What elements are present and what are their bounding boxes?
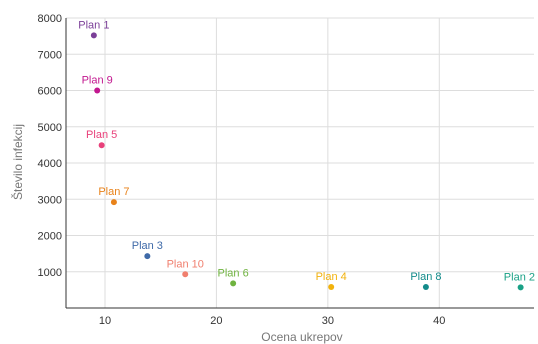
point-label: Plan 4 <box>316 271 347 283</box>
data-point <box>182 271 189 278</box>
data-point <box>422 283 429 290</box>
grid <box>66 17 534 308</box>
point-label: Plan 9 <box>82 75 113 87</box>
x-tick-label: 20 <box>210 315 222 327</box>
data-point <box>110 199 117 206</box>
data-point <box>94 87 101 94</box>
y-tick-label: 2000 <box>38 231 62 243</box>
x-tick-label: 10 <box>99 315 111 327</box>
x-tick-label: 40 <box>433 315 445 327</box>
y-tick-label: 8000 <box>38 13 62 25</box>
tick-labels: 1000 2000 3000 4000 5000 6000 7000 8000 10 20 30 40 <box>38 13 446 327</box>
point-label: Plan 10 <box>167 258 204 270</box>
x-axis-title: Ocena ukrepov <box>261 330 342 344</box>
data-points <box>90 32 524 291</box>
y-tick-label: 6000 <box>38 86 62 98</box>
y-tick-label: 7000 <box>38 49 62 61</box>
point-label: Plan 1 <box>78 19 109 31</box>
axes <box>65 18 534 309</box>
point-label: Plan 6 <box>218 267 249 279</box>
point-label: Plan 7 <box>98 186 129 198</box>
point-label: Plan 3 <box>132 240 163 252</box>
data-point <box>230 280 237 287</box>
point-label: Plan 8 <box>410 271 441 283</box>
data-point <box>517 284 524 291</box>
y-tick-label: 5000 <box>38 122 62 134</box>
point-label: Plan 2 <box>504 271 535 283</box>
y-tick-label: 4000 <box>38 158 62 170</box>
point-labels: Plan 1 Plan 9 Plan 5 Plan 7 Plan 3 Plan 10 Pla… <box>78 19 535 283</box>
y-axis-title: Število infekcij <box>10 124 25 200</box>
data-point <box>328 283 335 290</box>
data-point <box>144 253 151 260</box>
x-tick-label: 30 <box>322 315 334 327</box>
y-tick-label: 1000 <box>38 267 62 279</box>
point-label: Plan 5 <box>86 129 117 141</box>
data-point <box>90 32 97 39</box>
y-tick-label: 3000 <box>38 194 62 206</box>
data-point <box>98 142 105 149</box>
